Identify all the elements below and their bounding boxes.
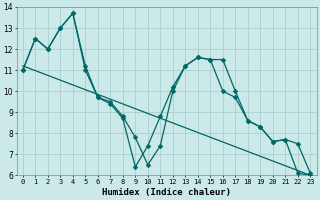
X-axis label: Humidex (Indice chaleur): Humidex (Indice chaleur) [102, 188, 231, 197]
